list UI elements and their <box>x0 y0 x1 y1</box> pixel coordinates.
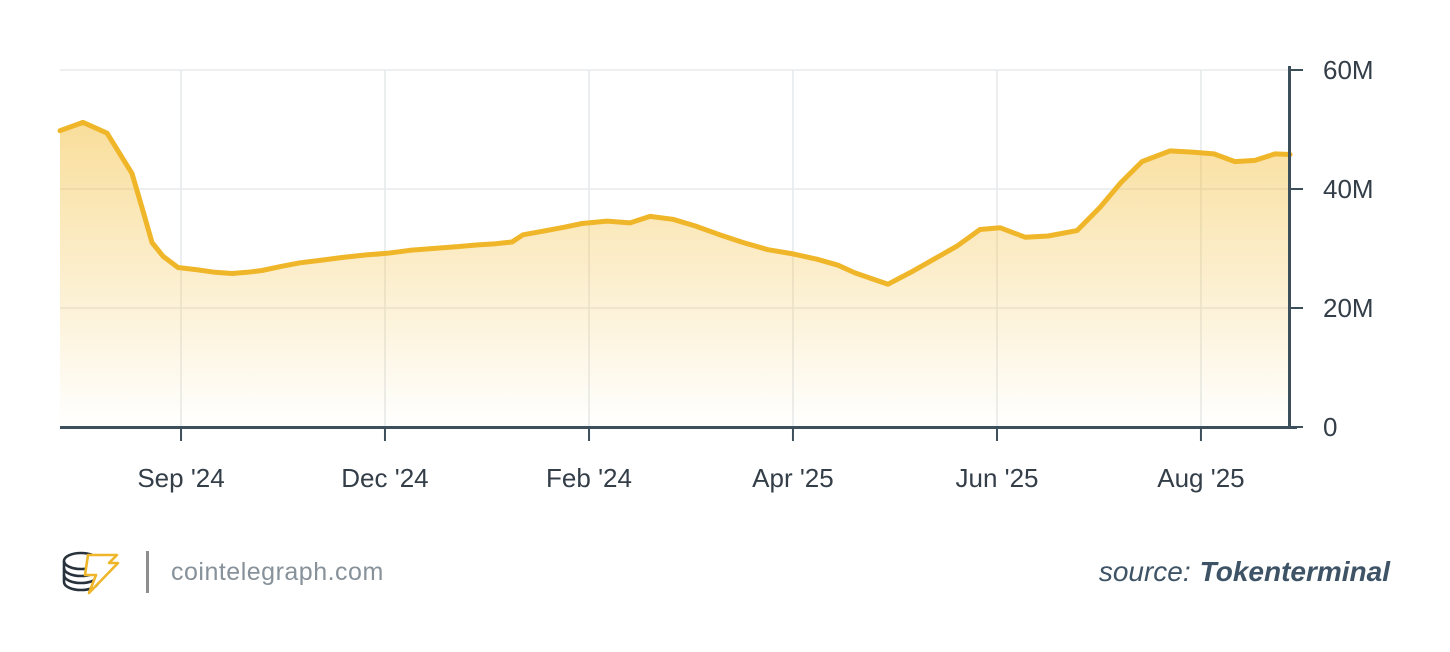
footer: cointelegraph.com source: Tokenterminal <box>58 548 1390 596</box>
y-axis-labels: 0 20M 40M 60M <box>1323 55 1374 442</box>
x-tick-label-4: Jun '25 <box>955 463 1038 493</box>
source-name: Tokenterminal <box>1199 556 1390 587</box>
x-axis-labels: Sep '24 Dec '24 Feb '24 Apr '25 Jun '25 Aug '… <box>137 463 1244 493</box>
y-tick-label-2: 40M <box>1323 174 1374 204</box>
y-tick-label-3: 60M <box>1323 55 1374 85</box>
footer-site-label: cointelegraph.com <box>171 557 384 586</box>
x-tick-label-5: Aug '25 <box>1157 463 1244 493</box>
x-tick-label-3: Apr '25 <box>752 463 834 493</box>
footer-branding: cointelegraph.com <box>58 549 384 595</box>
x-tick-label-1: Dec '24 <box>341 463 428 493</box>
series-line <box>57 119 1293 287</box>
y-tick-label-1: 20M <box>1323 293 1374 323</box>
area-chart: Sep '24 Dec '24 Feb '24 Apr '25 Jun '25 Aug '… <box>57 55 1374 493</box>
x-tick-label-0: Sep '24 <box>137 463 224 493</box>
footer-divider <box>146 551 149 593</box>
footer-source: source: Tokenterminal <box>1099 556 1390 588</box>
cointelegraph-logo-icon <box>62 551 120 595</box>
y-tick-label-0: 0 <box>1323 412 1337 442</box>
area-fill <box>60 122 1290 428</box>
lightning-bolt-icon <box>83 553 120 595</box>
axes <box>60 66 1303 441</box>
x-tick-label-2: Feb '24 <box>546 463 632 493</box>
source-label: source: <box>1098 556 1191 587</box>
